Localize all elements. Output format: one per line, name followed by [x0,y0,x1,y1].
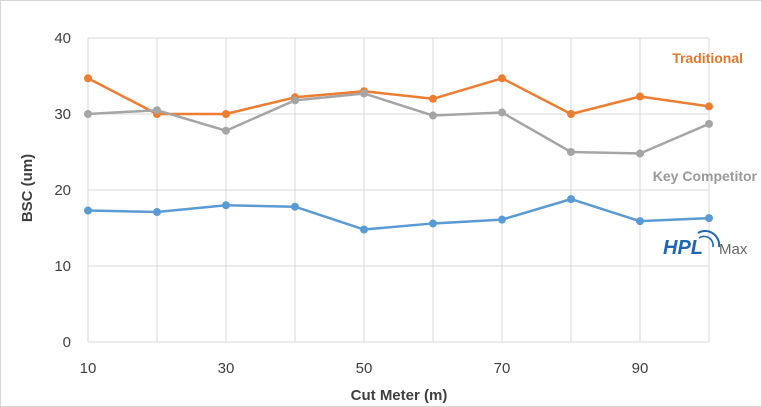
data-point [498,215,506,224]
gridlines [87,37,710,343]
data-point [84,74,92,83]
logo-suffix: Max [719,241,748,258]
data-point [429,219,437,228]
series-label-traditional: Traditional [672,50,743,66]
data-point [705,119,713,128]
series-line-traditional [87,77,710,116]
data-point [429,94,437,103]
data-point [567,195,575,204]
data-point [291,202,299,211]
y-tick-label: 30 [54,106,71,123]
data-point [636,149,644,158]
x-axis-ticks: 10 30 50 70 90 [80,360,649,377]
data-point [84,206,92,215]
data-point [222,201,230,210]
hpl-max-logo: HPL Max [663,230,748,259]
y-axis-title: BSC (um) [19,154,36,222]
data-point [360,89,368,98]
y-tick-label: 40 [54,30,71,47]
data-point [153,106,161,115]
y-tick-label: 0 [63,334,71,351]
x-tick-label: 90 [632,360,649,377]
logo-swoosh-icon [697,230,721,248]
x-tick-label: 70 [494,360,511,377]
series-label-key-competitor: Key Competitor [653,168,758,184]
y-axis-ticks: 0 10 20 30 40 [54,30,71,351]
y-tick-label: 20 [54,182,71,199]
data-point [636,92,644,101]
series-traditional [84,74,713,118]
data-point [498,108,506,117]
series-line-hplmax [87,197,710,231]
data-point [429,111,437,120]
x-axis-title: Cut Meter (m) [351,387,448,404]
data-point [291,96,299,105]
data-point [84,110,92,118]
series-line-key-competitor [87,92,710,155]
data-point [153,208,161,217]
series-layer [84,74,713,234]
y-tick-label: 10 [54,258,71,275]
x-tick-label: 10 [80,360,97,377]
data-point [222,110,230,118]
x-tick-label: 50 [356,360,373,377]
data-point [222,126,230,135]
data-point [567,110,575,118]
data-point [705,102,713,111]
data-point [705,214,713,223]
data-point [567,148,575,156]
logo-brand: HPL [663,237,703,259]
data-point [360,225,368,234]
series-key-competitor [84,89,713,158]
data-point [636,217,644,226]
data-point [498,74,506,83]
x-tick-label: 30 [218,360,235,377]
series-hplmax [84,195,713,234]
